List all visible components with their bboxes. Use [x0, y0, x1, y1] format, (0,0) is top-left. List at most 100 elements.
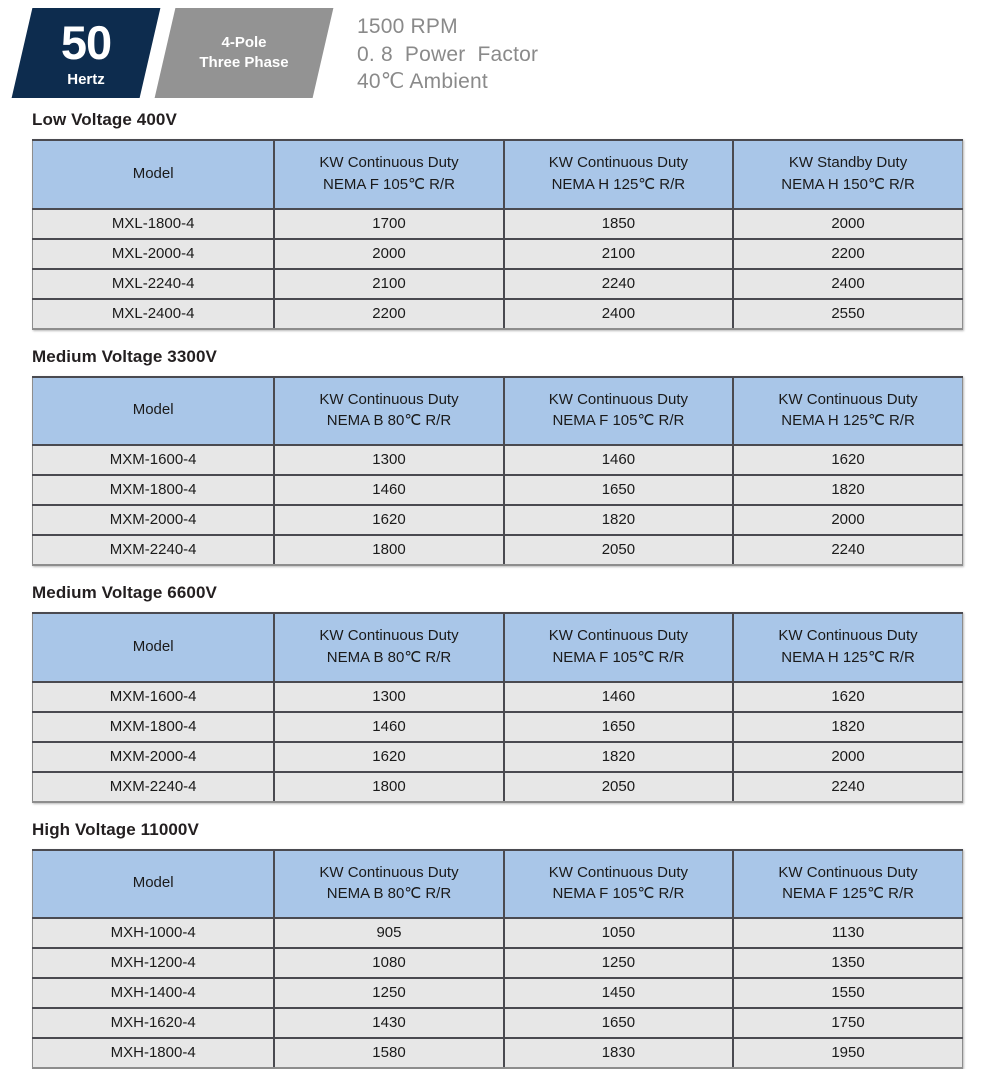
section-title: Medium Voltage 6600V: [32, 583, 963, 603]
pole-phase-badge: 4-Pole Three Phase: [155, 8, 334, 98]
header-banner: 50 Hertz 4-Pole Three Phase 1500 RPM 0. …: [0, 0, 985, 110]
pole-count-label: 4-Pole: [221, 33, 266, 53]
rating-cell: 1460: [504, 682, 733, 712]
column-header: Model: [33, 377, 275, 446]
column-header-line2: NEMA H 150℃ R/R: [738, 174, 958, 196]
rating-cell: 1650: [504, 475, 733, 505]
model-cell: MXM-2240-4: [33, 535, 275, 565]
column-header-line2: NEMA B 80℃ R/R: [279, 647, 498, 669]
rating-cell: 1450: [504, 978, 733, 1008]
rating-cell: 1950: [733, 1038, 962, 1068]
rating-cell: 1250: [274, 978, 503, 1008]
rating-cell: 1650: [504, 712, 733, 742]
model-cell: MXM-2240-4: [33, 772, 275, 802]
rating-cell: 1820: [504, 505, 733, 535]
column-header-line1: KW Continuous Duty: [509, 152, 728, 174]
column-header-line1: KW Continuous Duty: [738, 389, 958, 411]
rating-cell: 2240: [504, 269, 733, 299]
model-cell: MXL-2240-4: [33, 269, 275, 299]
section-title: High Voltage 11000V: [32, 820, 963, 840]
model-cell: MXM-1800-4: [33, 712, 275, 742]
column-header-line1: KW Continuous Duty: [279, 862, 498, 884]
column-header-line1: KW Standby Duty: [738, 152, 958, 174]
spec-summary: 1500 RPM 0. 8 Power Factor 40℃ Ambient: [357, 13, 538, 96]
rating-cell: 2050: [504, 535, 733, 565]
rating-cell: 2000: [733, 209, 962, 239]
rating-cell: 1820: [504, 742, 733, 772]
column-header-line1: KW Continuous Duty: [279, 152, 498, 174]
rating-cell: 1620: [733, 682, 962, 712]
rating-cell: 2000: [733, 742, 962, 772]
rating-cell: 1130: [733, 918, 962, 948]
column-header-line1: Model: [37, 399, 269, 421]
column-header-line2: NEMA F 105℃ R/R: [509, 410, 728, 432]
column-header-line1: KW Continuous Duty: [738, 862, 958, 884]
column-header: Model: [33, 140, 275, 209]
rating-cell: 2200: [274, 299, 503, 329]
column-header-line2: NEMA B 80℃ R/R: [279, 410, 498, 432]
column-header-line1: KW Continuous Duty: [279, 625, 498, 647]
rating-cell: 1350: [733, 948, 962, 978]
rating-cell: 2550: [733, 299, 962, 329]
rating-cell: 1800: [274, 772, 503, 802]
column-header-line2: NEMA H 125℃ R/R: [738, 647, 958, 669]
model-cell: MXM-2000-4: [33, 742, 275, 772]
column-header-line2: NEMA F 105℃ R/R: [509, 883, 728, 905]
column-header-line2: NEMA F 105℃ R/R: [279, 174, 498, 196]
rating-cell: 1430: [274, 1008, 503, 1038]
model-cell: MXL-2000-4: [33, 239, 275, 269]
phase-label: Three Phase: [199, 53, 288, 73]
rating-cell: 2100: [274, 269, 503, 299]
rating-cell: 1460: [274, 475, 503, 505]
column-header-line2: NEMA F 125℃ R/R: [738, 883, 958, 905]
rating-cell: 1550: [733, 978, 962, 1008]
model-cell: MXM-1600-4: [33, 445, 275, 475]
rating-cell: 2240: [733, 772, 962, 802]
rating-cell: 2000: [274, 239, 503, 269]
rating-cell: 1700: [274, 209, 503, 239]
spec-rpm: 1500 RPM: [357, 13, 538, 41]
rating-cell: 1850: [504, 209, 733, 239]
frequency-value: 50: [61, 19, 111, 66]
rating-cell: 1820: [733, 475, 962, 505]
model-cell: MXM-1600-4: [33, 682, 275, 712]
column-header-line1: Model: [37, 872, 269, 894]
rating-cell: 1820: [733, 712, 962, 742]
model-cell: MXM-1800-4: [33, 475, 275, 505]
model-cell: MXH-1200-4: [33, 948, 275, 978]
rating-cell: 2100: [504, 239, 733, 269]
section-title: Medium Voltage 3300V: [32, 347, 963, 367]
rating-cell: 2400: [733, 269, 962, 299]
column-header: Model: [33, 850, 275, 919]
column-header-line1: KW Continuous Duty: [509, 625, 728, 647]
model-cell: MXL-1800-4: [33, 209, 275, 239]
model-cell: MXH-1000-4: [33, 918, 275, 948]
column-header-line1: KW Continuous Duty: [738, 625, 958, 647]
rating-cell: 1620: [274, 505, 503, 535]
